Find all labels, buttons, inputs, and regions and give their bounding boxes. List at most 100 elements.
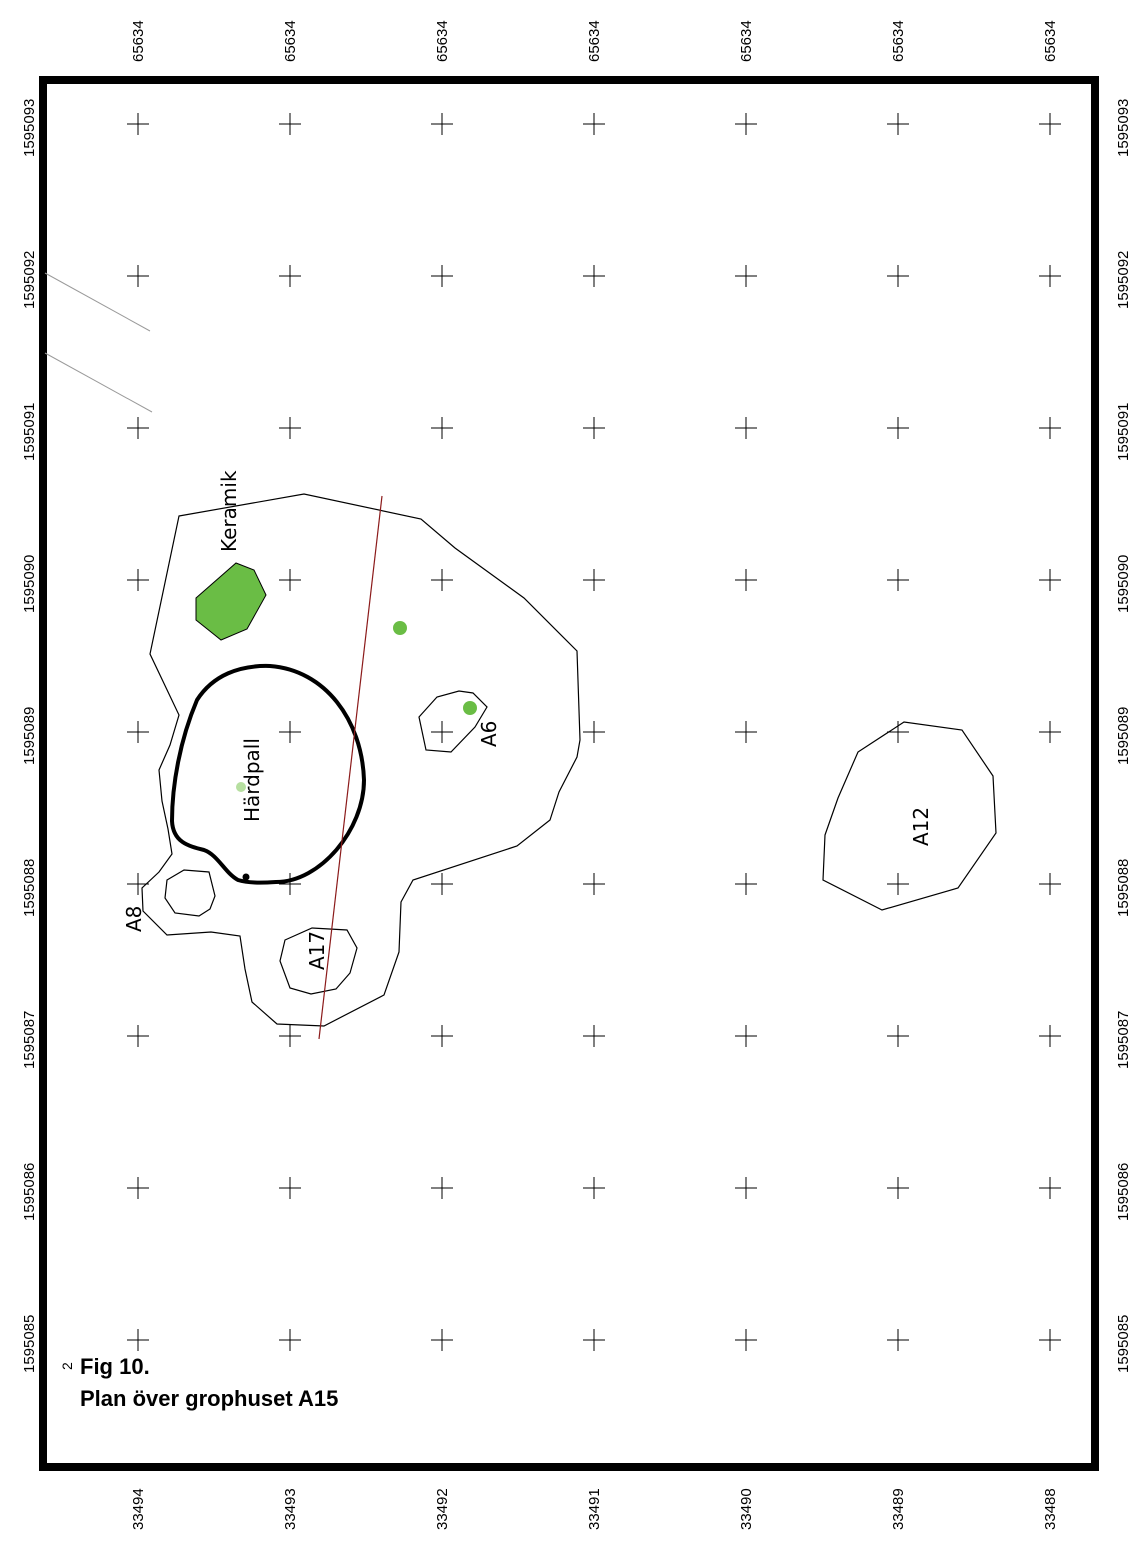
grid-cross-marker [735,873,757,895]
grid-cross-marker [735,721,757,743]
grid-cross-marker [735,569,757,591]
grid-cross-marker [1039,1025,1061,1047]
grid-cross-marker [887,1177,909,1199]
find-point-dot-light [236,782,246,792]
grid-cross-marker [887,569,909,591]
right-coordinate-labels: 1595093 1595092 1595091 1595090 1595089 … [1115,99,1132,1373]
keramik-find-area [195,562,267,641]
top-label: 65634 [586,20,603,62]
grid-cross-marker [431,873,453,895]
a17-label: A17 [305,931,329,970]
grid-cross-marker [279,417,301,439]
left-label: 1595088 [21,859,38,917]
grid-cross-marker [887,721,909,743]
caption-title: Plan över grophuset A15 [80,1386,338,1411]
grid-cross-marker [431,1177,453,1199]
right-label: 1595093 [1115,99,1132,157]
left-label: 1595092 [21,251,38,309]
grid-cross-marker [583,417,605,439]
right-label: 1595085 [1115,1315,1132,1373]
grid-cross-marker [127,1329,149,1351]
bottom-label: 33493 [282,1488,299,1530]
faint-boundary-line [44,272,151,332]
grid-cross-marker [127,417,149,439]
a8-label: A8 [122,906,146,932]
right-label: 1595088 [1115,859,1132,917]
grid-cross-marker [431,417,453,439]
top-label: 65634 [282,20,299,62]
grid-cross-marker [887,417,909,439]
grid-cross-marker [431,569,453,591]
grid-cross-marker [1039,1177,1061,1199]
grid-cross-marker [279,1177,301,1199]
left-label: 1595089 [21,707,38,765]
right-label: 1595086 [1115,1163,1132,1221]
grid-cross-marker [127,873,149,895]
grid-cross-marker [279,569,301,591]
bottom-label: 33489 [890,1488,907,1530]
a15-pithouse-outline [141,493,581,1027]
a12-label: A12 [909,807,933,846]
left-label: 1595087 [21,1011,38,1069]
hardpall-label: Härdpall [240,738,264,822]
top-coordinate-labels: 65634 65634 65634 65634 65634 65634 6563… [130,20,1059,62]
right-label: 1595089 [1115,707,1132,765]
bottom-label: 33490 [738,1488,755,1530]
grid-cross-marker [735,1329,757,1351]
keramik-label: Keramik [217,470,241,552]
grid-cross-marker [887,113,909,135]
grid-cross-marker [127,113,149,135]
grid-cross-marker [735,113,757,135]
a6-feature-outline [418,690,488,753]
find-point-dot [393,621,407,635]
bottom-label: 33491 [586,1488,603,1530]
left-label: 1595091 [21,403,38,461]
grid-cross-marker [887,265,909,287]
grid-cross-marker [279,113,301,135]
grid-cross-marker [583,265,605,287]
a6-label: A6 [477,721,501,747]
top-label: 65634 [130,20,147,62]
grid-cross-marker [279,1329,301,1351]
top-label: 65634 [738,20,755,62]
bottom-label: 33488 [1042,1488,1059,1530]
grid-cross-marker [583,873,605,895]
grid-cross-marker [431,265,453,287]
grid-cross-marker [127,721,149,743]
grid-cross-marker [127,265,149,287]
a8-feature-outline [164,869,216,917]
find-point-dot [463,701,477,715]
grid-cross-marker [1039,417,1061,439]
grid-cross-marker [583,569,605,591]
grid-cross-marker [127,569,149,591]
top-label: 65634 [434,20,451,62]
left-label: 1595093 [21,99,38,157]
right-label: 1595087 [1115,1011,1132,1069]
grid-cross-marker [279,265,301,287]
top-label: 65634 [890,20,907,62]
grid-cross-marker [1039,569,1061,591]
grid-cross-marker [887,1025,909,1047]
grid-cross-marker [431,1329,453,1351]
bottom-label: 33494 [130,1488,147,1530]
grid-crosses [127,113,1061,1351]
faint-boundary-line [44,352,153,413]
grid-cross-marker [1039,113,1061,135]
grid-cross-marker [583,1177,605,1199]
grid-cross-marker [1039,1329,1061,1351]
hardpall-hearth-outline [169,663,367,885]
caption-figure-number: Fig 10. [80,1354,150,1379]
grid-cross-marker [431,721,453,743]
left-label: 1595085 [21,1315,38,1373]
grid-cross-marker [583,1329,605,1351]
grid-cross-marker [1039,721,1061,743]
hearth-point-marker [242,873,250,881]
top-label: 65634 [1042,20,1059,62]
grid-cross-marker [1039,265,1061,287]
grid-cross-marker [127,1177,149,1199]
grid-cross-marker [735,265,757,287]
right-label: 1595092 [1115,251,1132,309]
caption-small-mark: 2 [59,1362,75,1370]
bottom-label: 33492 [434,1488,451,1530]
